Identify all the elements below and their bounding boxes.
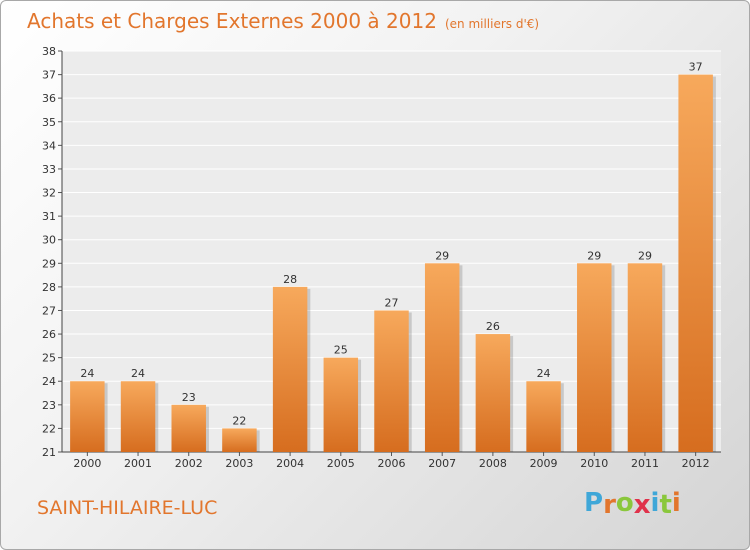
logo-letter: P xyxy=(584,488,604,518)
y-tick-label: 28 xyxy=(42,281,56,294)
y-tick-label: 22 xyxy=(42,422,56,435)
bar-2010 xyxy=(577,263,612,452)
data-label-2008: 26 xyxy=(486,320,500,333)
data-label-2000: 24 xyxy=(80,367,94,380)
logo-letter: t xyxy=(659,490,672,520)
x-tick-label: 2010 xyxy=(580,457,608,470)
bar-2012 xyxy=(678,74,713,453)
data-label-2003: 22 xyxy=(232,414,246,427)
bar-2005 xyxy=(323,357,359,452)
data-label-2001: 24 xyxy=(131,367,145,380)
logo-letter: i xyxy=(650,488,660,518)
y-tick-label: 32 xyxy=(42,187,56,200)
y-tick-label: 24 xyxy=(42,375,56,388)
x-tick-label: 2002 xyxy=(175,457,203,470)
logo-letter: x xyxy=(633,490,651,520)
logo-letter: o xyxy=(615,488,634,518)
y-tick-label: 27 xyxy=(42,304,56,317)
x-tick-label: 2001 xyxy=(124,457,152,470)
bar-2004 xyxy=(272,286,308,452)
chart-title: Achats et Charges Externes 2000 à 2012 (e… xyxy=(27,9,539,33)
town-name: SAINT-HILAIRE-LUC xyxy=(37,497,218,519)
x-tick-label: 2005 xyxy=(327,457,355,470)
x-tick-label: 2003 xyxy=(225,457,253,470)
y-tick-label: 37 xyxy=(42,69,56,82)
data-label-2005: 25 xyxy=(334,344,348,357)
x-tick-label: 2008 xyxy=(479,457,507,470)
bar-2009 xyxy=(526,381,561,452)
y-tick-label: 23 xyxy=(42,399,56,412)
x-tick-label: 2006 xyxy=(378,457,406,470)
data-label-2010: 29 xyxy=(587,249,601,262)
bar-2003 xyxy=(222,428,257,452)
y-tick-label: 30 xyxy=(42,234,56,247)
y-tick-label: 34 xyxy=(42,139,56,152)
bar-2000 xyxy=(70,381,105,452)
data-label-2002: 23 xyxy=(182,391,196,404)
y-tick-label: 38 xyxy=(42,45,56,58)
y-tick-label: 29 xyxy=(42,257,56,270)
logo-letter: r xyxy=(603,490,616,520)
data-label-2004: 28 xyxy=(283,273,297,286)
proxiti-logo: Proxiti xyxy=(584,488,681,520)
bar-2011 xyxy=(627,263,663,452)
bar-2001 xyxy=(120,381,156,452)
x-tick-label: 2007 xyxy=(428,457,456,470)
y-tick-label: 26 xyxy=(42,328,56,341)
data-label-2009: 24 xyxy=(537,367,551,380)
bar-2008 xyxy=(475,334,511,452)
y-tick-label: 35 xyxy=(42,116,56,129)
logo-letter: i xyxy=(671,488,681,518)
data-label-2012: 37 xyxy=(689,61,703,74)
y-tick-label: 21 xyxy=(42,446,56,459)
bar-2002 xyxy=(171,404,206,452)
data-label-2011: 29 xyxy=(638,249,652,262)
bar-2006 xyxy=(374,310,409,452)
x-tick-label: 2004 xyxy=(276,457,304,470)
x-tick-label: 2009 xyxy=(530,457,558,470)
data-label-2006: 27 xyxy=(385,296,399,309)
chart-title-text: Achats et Charges Externes 2000 à 2012 xyxy=(27,9,437,33)
x-tick-label: 2000 xyxy=(73,457,101,470)
y-tick-label: 36 xyxy=(42,92,56,105)
x-tick-label: 2012 xyxy=(682,457,710,470)
y-tick-label: 31 xyxy=(42,210,56,223)
bar-2007 xyxy=(424,263,460,452)
y-tick-label: 33 xyxy=(42,163,56,176)
data-label-2007: 29 xyxy=(435,249,449,262)
y-tick-label: 25 xyxy=(42,352,56,365)
x-tick-label: 2011 xyxy=(631,457,659,470)
chart-subtitle: (en milliers d'€) xyxy=(444,17,540,31)
